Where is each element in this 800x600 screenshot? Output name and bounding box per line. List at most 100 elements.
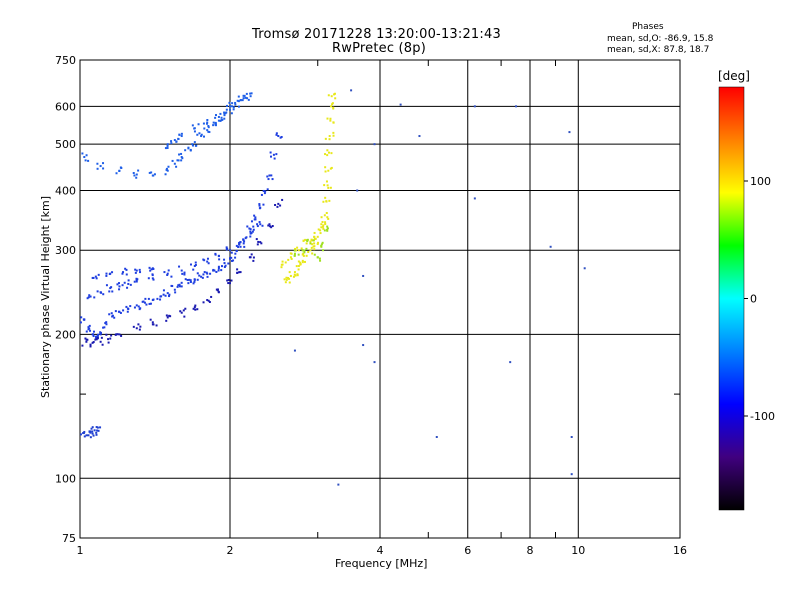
chart-title: Tromsø 20171228 13:20:00-13:21:43 xyxy=(252,27,501,42)
phase-stats-x: mean, sd,X: 87.8, 18.7 xyxy=(607,45,710,55)
y-tick-label: 100 xyxy=(55,472,76,485)
data-point xyxy=(305,254,308,257)
data-point-echo xyxy=(197,123,200,126)
data-point-echo xyxy=(196,278,199,281)
data-point-echo xyxy=(322,227,325,230)
data-point-echo xyxy=(84,159,87,162)
data-point-echo xyxy=(167,269,170,272)
data-point-echo xyxy=(118,169,121,172)
data-point-echo xyxy=(324,153,327,156)
data-point-echo xyxy=(210,295,213,298)
data-point-echo xyxy=(180,132,183,135)
data-point-echo xyxy=(95,433,98,436)
data-point-echo xyxy=(313,253,316,256)
data-point xyxy=(206,121,209,124)
data-point-echo xyxy=(299,261,302,264)
data-point xyxy=(549,245,552,248)
data-point xyxy=(206,260,209,263)
data-point-echo xyxy=(99,426,102,429)
data-point-echo xyxy=(191,124,194,127)
data-point-echo xyxy=(134,271,137,274)
data-point xyxy=(309,242,312,245)
x-tick-label: 10 xyxy=(571,544,585,557)
data-point-echo xyxy=(134,268,137,271)
data-point-echo xyxy=(105,284,108,287)
data-point xyxy=(166,272,169,275)
data-point-echo xyxy=(160,295,163,298)
data-point-echo xyxy=(288,271,291,274)
data-point-echo xyxy=(121,284,124,287)
data-point-echo xyxy=(202,122,205,125)
data-point-echo xyxy=(218,258,221,261)
data-point-echo xyxy=(317,228,320,231)
data-point-echo xyxy=(267,178,270,181)
data-point-echo xyxy=(152,323,155,326)
data-point-echo xyxy=(115,172,118,175)
data-point-echo xyxy=(332,131,335,134)
data-point-echo xyxy=(96,167,99,170)
data-point-echo xyxy=(137,323,140,326)
data-point xyxy=(570,473,573,476)
data-point-echo xyxy=(214,121,217,124)
data-point-echo xyxy=(116,283,119,286)
data-point xyxy=(217,265,220,268)
data-point-echo xyxy=(97,273,100,276)
data-point-echo xyxy=(230,251,233,254)
data-point-echo xyxy=(295,249,298,252)
data-point-echo xyxy=(320,243,323,246)
data-point xyxy=(239,245,242,248)
data-point-echo xyxy=(127,279,130,282)
data-point-echo xyxy=(290,252,293,255)
data-point-echo xyxy=(87,326,90,329)
data-point-echo xyxy=(293,254,296,257)
data-point xyxy=(180,311,183,314)
data-point xyxy=(277,202,280,205)
x-tick-label: 4 xyxy=(377,544,384,557)
data-point-echo xyxy=(252,259,255,262)
x-tick-label: 2 xyxy=(227,544,234,557)
data-point-echo xyxy=(288,281,291,284)
data-point-echo xyxy=(202,273,205,276)
data-point-echo xyxy=(114,333,117,336)
data-point xyxy=(328,135,331,138)
data-point-echo xyxy=(332,107,335,110)
data-point xyxy=(135,280,138,283)
y-tick-label: 600 xyxy=(55,100,76,113)
data-point-echo xyxy=(220,119,223,122)
data-point-echo xyxy=(114,310,117,313)
data-point-echo xyxy=(89,345,92,348)
data-point-echo xyxy=(119,311,122,314)
data-point-echo xyxy=(88,327,91,330)
data-point-echo xyxy=(95,337,98,340)
data-point-echo xyxy=(166,147,169,150)
data-point-echo xyxy=(108,313,111,316)
data-point-echo xyxy=(133,174,136,177)
data-point-echo xyxy=(235,250,238,253)
data-point-echo xyxy=(152,174,155,177)
data-point-echo xyxy=(192,282,195,285)
data-point xyxy=(435,435,438,438)
data-point-echo xyxy=(262,203,265,206)
data-point-echo xyxy=(97,429,100,432)
data-point-echo xyxy=(113,316,116,319)
data-point-echo xyxy=(327,217,330,220)
data-point-echo xyxy=(225,246,228,249)
data-point xyxy=(350,89,353,92)
data-point xyxy=(373,361,376,364)
data-point-echo xyxy=(95,335,98,338)
data-point-echo xyxy=(251,230,254,233)
data-point-echo xyxy=(275,132,278,135)
data-point-echo xyxy=(324,170,327,173)
data-point-echo xyxy=(138,268,141,271)
data-point-echo xyxy=(181,157,184,160)
data-point-echo xyxy=(225,111,228,114)
data-point-echo xyxy=(166,144,169,147)
data-point-echo xyxy=(138,328,141,331)
data-point-echo xyxy=(245,236,248,239)
data-point xyxy=(118,285,121,288)
data-point-echo xyxy=(169,315,172,318)
data-point-echo xyxy=(225,104,228,107)
x-tick-label: 16 xyxy=(673,544,687,557)
data-point-echo xyxy=(319,259,322,262)
colorbar-tick-label: 0 xyxy=(750,293,757,306)
